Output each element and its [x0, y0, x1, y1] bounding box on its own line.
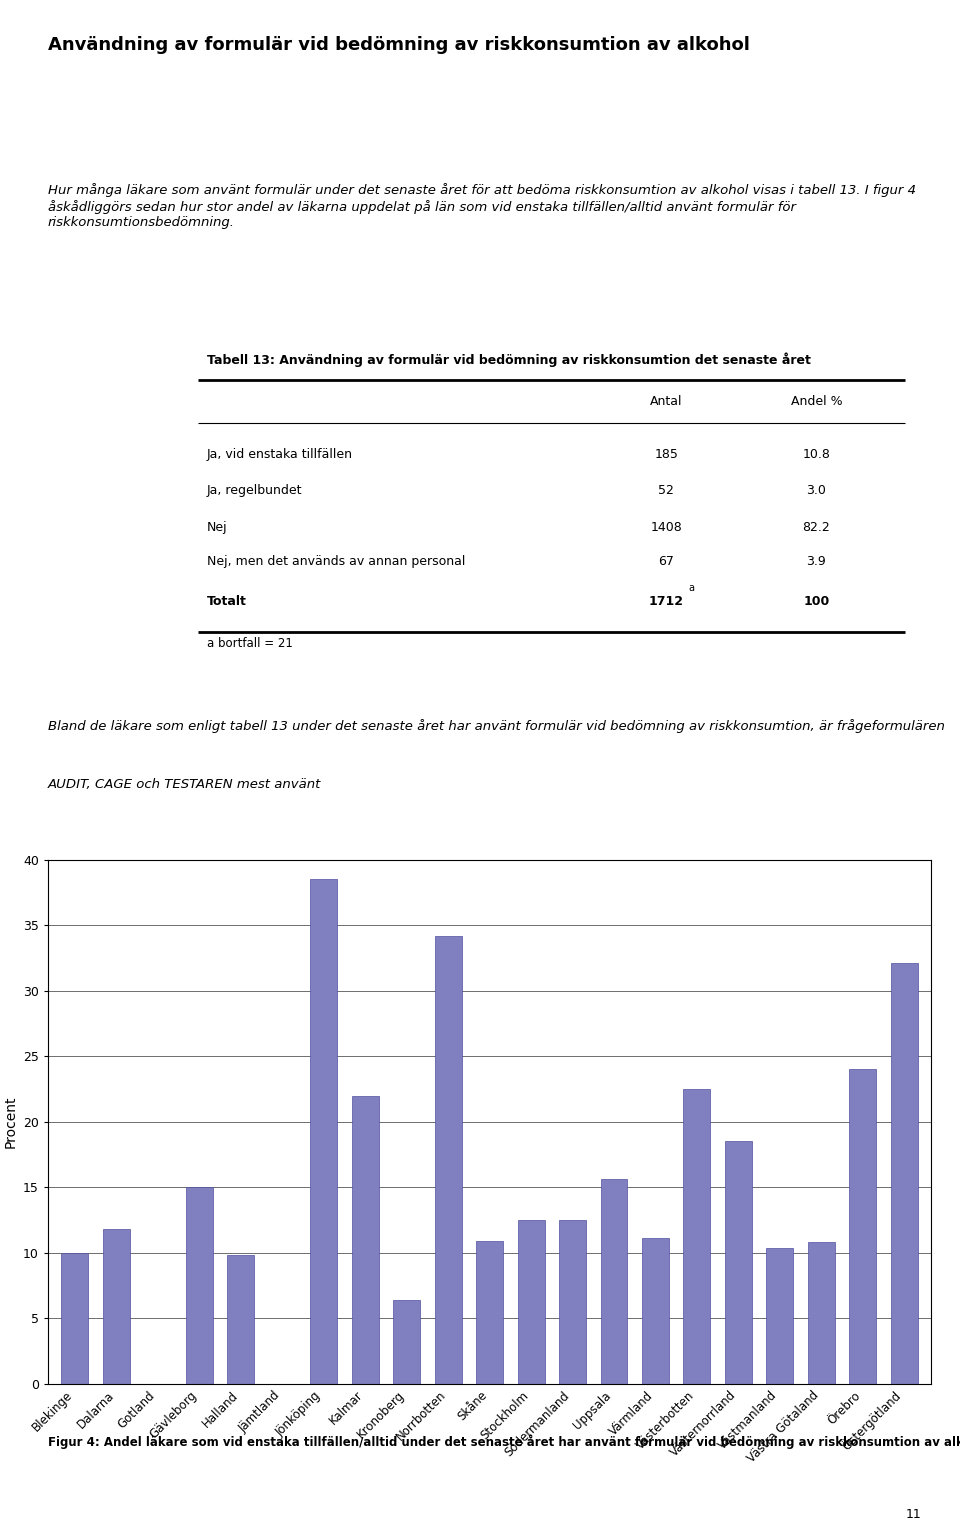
- Bar: [642, 1238, 669, 1384]
- Text: Nej, men det används av annan personal: Nej, men det används av annan personal: [207, 555, 466, 567]
- Bar: [684, 1089, 710, 1384]
- Bar: [476, 1242, 503, 1384]
- Text: Nej: Nej: [207, 521, 228, 534]
- Bar: [850, 1069, 876, 1384]
- Text: Ja, regelbundet: Ja, regelbundet: [207, 485, 302, 497]
- Text: Totalt: Totalt: [207, 595, 247, 609]
- Bar: [517, 1220, 544, 1384]
- Text: 10.8: 10.8: [803, 448, 830, 460]
- Text: a: a: [688, 583, 694, 593]
- Text: Bland de läkare som enligt tabell 13 under det senaste året har använt formulär : Bland de läkare som enligt tabell 13 und…: [48, 720, 945, 734]
- Bar: [61, 1252, 88, 1384]
- Text: Antal: Antal: [650, 396, 683, 408]
- Text: 3.9: 3.9: [806, 555, 827, 567]
- Bar: [435, 936, 462, 1384]
- Text: 185: 185: [655, 448, 678, 460]
- Bar: [186, 1188, 213, 1384]
- Bar: [351, 1095, 378, 1384]
- Text: 82.2: 82.2: [803, 521, 830, 534]
- Bar: [808, 1243, 835, 1384]
- Bar: [891, 963, 918, 1384]
- Y-axis label: Procent: Procent: [4, 1095, 17, 1148]
- Bar: [725, 1141, 752, 1384]
- Bar: [601, 1179, 628, 1384]
- Text: Hur många läkare som använt formulär under det senaste året för att bedöma riskk: Hur många läkare som använt formulär und…: [48, 183, 916, 229]
- Bar: [310, 879, 337, 1384]
- Text: 3.0: 3.0: [806, 485, 827, 497]
- Text: 52: 52: [659, 485, 674, 497]
- Bar: [766, 1248, 793, 1384]
- Bar: [103, 1229, 130, 1384]
- Text: Ja, vid enstaka tillfällen: Ja, vid enstaka tillfällen: [207, 448, 353, 460]
- Text: AUDIT, CAGE och TESTAREN mest använt: AUDIT, CAGE och TESTAREN mest använt: [48, 778, 322, 790]
- Text: 11: 11: [906, 1508, 922, 1521]
- Bar: [559, 1220, 586, 1384]
- Text: Andel %: Andel %: [791, 396, 842, 408]
- Text: 67: 67: [659, 555, 674, 567]
- Text: Användning av formulär vid bedömning av riskkonsumtion av alkohol: Användning av formulär vid bedömning av …: [48, 35, 750, 54]
- Text: 1408: 1408: [650, 521, 683, 534]
- Text: Figur 4: Andel läkare som vid enstaka tillfällen/alltid under det senaste året h: Figur 4: Andel läkare som vid enstaka ti…: [48, 1434, 960, 1449]
- Text: 1712: 1712: [649, 595, 684, 609]
- Text: a bortfall = 21: a bortfall = 21: [207, 638, 293, 650]
- Text: 100: 100: [804, 595, 829, 609]
- Text: Tabell 13: Användning av formulär vid bedömning av riskkonsumtion det senaste år: Tabell 13: Användning av formulär vid be…: [207, 353, 811, 367]
- Bar: [228, 1255, 254, 1384]
- Bar: [394, 1300, 420, 1384]
